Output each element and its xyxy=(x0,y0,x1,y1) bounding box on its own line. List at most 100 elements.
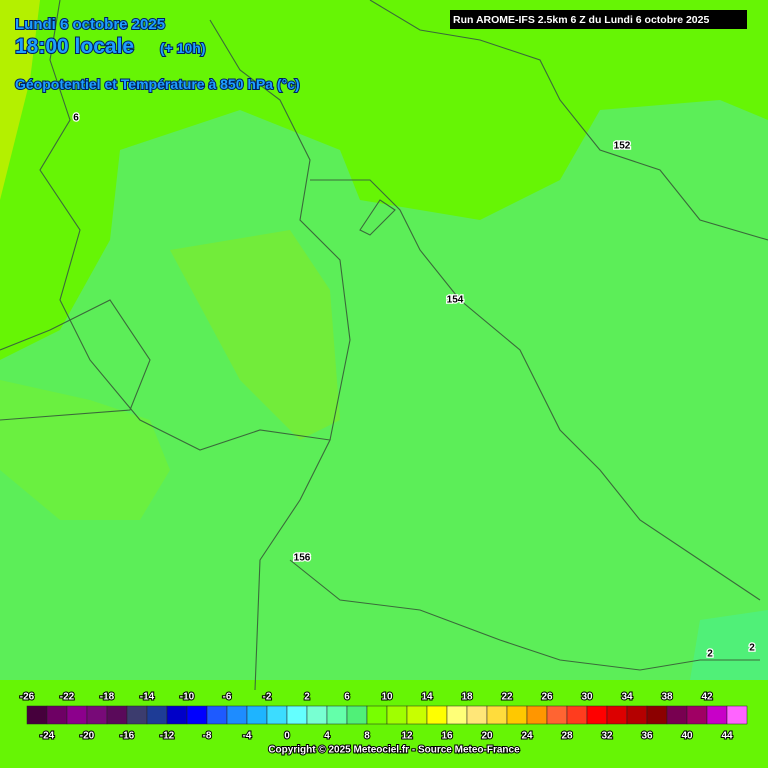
colorbar-swatch xyxy=(226,705,248,725)
contour-label: 154 xyxy=(447,295,464,306)
border-line xyxy=(39,0,331,691)
colorbar-swatch xyxy=(406,705,428,725)
colorbar-label: -2 xyxy=(263,692,272,703)
colorbar-swatch xyxy=(286,705,308,725)
colorbar-swatch xyxy=(686,705,708,725)
colorbar-label: 6 xyxy=(344,692,350,703)
contour-label: 2 xyxy=(707,649,713,660)
colorbar-label: 0 xyxy=(284,731,290,742)
colorbar-label: -10 xyxy=(180,692,195,703)
lead-time: (+ 10h) xyxy=(160,40,206,56)
colorbar-label: 14 xyxy=(421,692,433,703)
colorbar-swatch xyxy=(446,705,468,725)
colorbar-label: -8 xyxy=(203,731,212,742)
colorbar-label: 32 xyxy=(601,731,613,742)
colorbar-swatch xyxy=(726,705,748,725)
colorbar-swatch xyxy=(606,705,628,725)
colorbar-swatch xyxy=(26,705,48,725)
colorbar-label: -22 xyxy=(60,692,75,703)
colorbar-label: 34 xyxy=(621,692,633,703)
colorbar-label: -16 xyxy=(120,731,135,742)
colorbar-swatch xyxy=(326,705,348,725)
colorbar-swatch xyxy=(526,705,548,725)
temperature-area xyxy=(0,380,170,520)
colorbar-label: -18 xyxy=(100,692,115,703)
colorbar-swatch xyxy=(206,705,228,725)
field-title: Géopotentiel et Température à 850 hPa (°… xyxy=(15,76,300,92)
colorbar-swatch xyxy=(366,705,388,725)
colorbar-label: 16 xyxy=(441,731,453,742)
colorbar-swatch xyxy=(126,705,148,725)
copyright: Copyright © 2025 Meteociel.fr - Source M… xyxy=(268,745,520,756)
colorbar-label: 30 xyxy=(581,692,593,703)
colorbar-swatch xyxy=(146,705,168,725)
colorbar-label: 2 xyxy=(304,692,310,703)
colorbar-swatch xyxy=(706,705,728,725)
colorbar-swatch xyxy=(186,705,208,725)
colorbar-label: 20 xyxy=(481,731,493,742)
colorbar-label: -24 xyxy=(40,731,55,742)
colorbar-swatch xyxy=(346,705,368,725)
contour-label: 2 xyxy=(749,643,755,654)
contour-label: 156 xyxy=(294,553,311,564)
borders xyxy=(0,0,768,691)
colorbar-swatch xyxy=(426,705,448,725)
colorbar-swatch xyxy=(166,705,188,725)
colorbar-label: 42 xyxy=(701,692,713,703)
colorbar-label: 8 xyxy=(364,731,370,742)
colorbar-swatch xyxy=(626,705,648,725)
colorbar-swatch xyxy=(86,705,108,725)
border-line xyxy=(369,0,768,241)
colorbar: -26-24-22-20-18-16-14-12-10-8-6-4-202468… xyxy=(19,691,748,743)
date: Lundi 6 octobre 2025 xyxy=(15,16,165,33)
colorbar-label: 10 xyxy=(381,692,393,703)
colorbar-label: 18 xyxy=(461,692,473,703)
border-line xyxy=(209,19,351,441)
colorbar-label: -4 xyxy=(243,731,252,742)
colorbar-label: 38 xyxy=(661,692,673,703)
colorbar-label: -6 xyxy=(223,692,232,703)
colorbar-label: 24 xyxy=(521,731,533,742)
colorbar-swatch xyxy=(246,705,268,725)
colorbar-swatch xyxy=(386,705,408,725)
time: 18:00 locale xyxy=(15,35,134,58)
colorbar-swatch xyxy=(306,705,328,725)
border-line xyxy=(310,179,761,601)
colorbar-label: 40 xyxy=(681,731,693,742)
colorbar-label: -26 xyxy=(20,692,35,703)
colorbar-label: 36 xyxy=(641,731,653,742)
colorbar-swatch xyxy=(486,705,508,725)
contour-label: 152 xyxy=(614,141,631,152)
run-info: Run AROME-IFS 2.5km 6 Z du Lundi 6 octob… xyxy=(453,14,709,26)
colorbar-swatch xyxy=(106,705,128,725)
colorbar-swatch xyxy=(646,705,668,725)
colorbar-swatch xyxy=(546,705,568,725)
colorbar-swatch xyxy=(466,705,488,725)
colorbar-swatch xyxy=(66,705,88,725)
colorbar-label: 28 xyxy=(561,731,573,742)
colorbar-swatch xyxy=(566,705,588,725)
colorbar-label: 22 xyxy=(501,692,513,703)
colorbar-label: -20 xyxy=(80,731,95,742)
contour-label: 6 xyxy=(73,113,79,124)
temperature-area xyxy=(170,230,340,440)
colorbar-swatch xyxy=(506,705,528,725)
temperature-area xyxy=(690,610,768,680)
colorbar-label: 4 xyxy=(324,731,330,742)
colorbar-label: 26 xyxy=(541,692,553,703)
border-line xyxy=(289,559,760,671)
run-box xyxy=(450,10,747,29)
colorbar-label: 44 xyxy=(721,731,733,742)
colorbar-label: -12 xyxy=(160,731,175,742)
colorbar-swatch xyxy=(586,705,608,725)
colorbar-swatch xyxy=(46,705,68,725)
colorbar-label: 12 xyxy=(401,731,413,742)
temperature-area xyxy=(0,100,768,680)
border-line xyxy=(359,199,396,236)
colorbar-label: -14 xyxy=(140,692,155,703)
warm-area xyxy=(0,0,40,200)
colorbar-swatch xyxy=(666,705,688,725)
border-line xyxy=(0,299,151,421)
colorbar-swatch xyxy=(266,705,288,725)
